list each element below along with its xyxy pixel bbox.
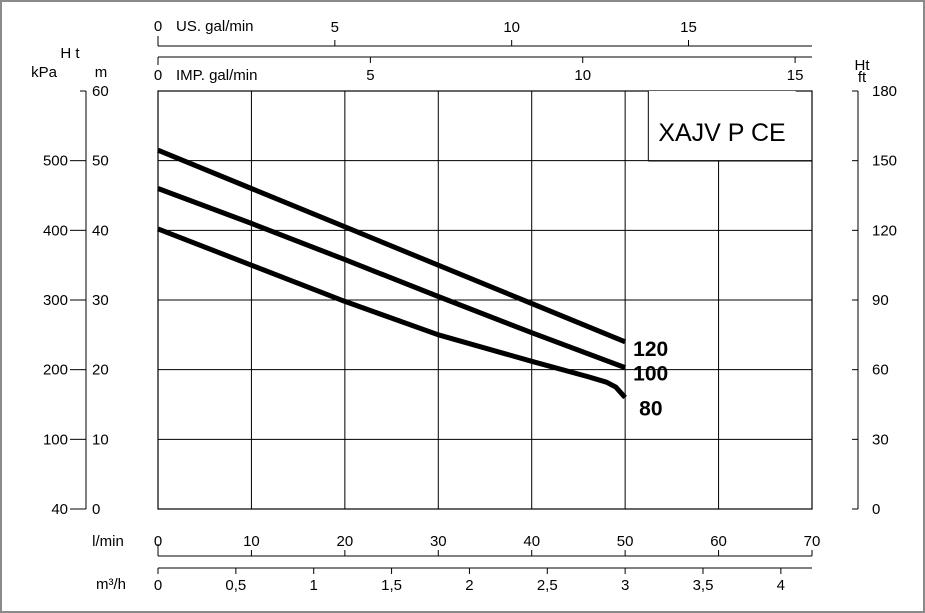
x-m3h-tick-label: 1 xyxy=(310,577,318,594)
y-kpa-tick-label: 500 xyxy=(43,153,68,170)
x-tick-label: 20 xyxy=(337,533,354,550)
y-tick-label: 20 xyxy=(92,362,109,379)
y-ft-tick-label: 90 xyxy=(872,292,889,309)
grid-lines xyxy=(158,91,812,509)
axes: 0102030405060401002003004005000306090120… xyxy=(43,19,897,594)
x-us-gal-zero-label: 0 xyxy=(154,18,162,35)
y-ft-tick-label: 0 xyxy=(872,501,880,518)
y-kpa-axis-label: kPa xyxy=(31,64,58,81)
x-imp-gal-tick-label: 10 xyxy=(574,67,591,84)
chart-title: XAJV P CE xyxy=(658,119,785,147)
curve-100 xyxy=(157,186,626,370)
x-m3h-tick-label: 0,5 xyxy=(225,577,246,594)
x-us-gal-tick-label: 15 xyxy=(680,19,697,36)
x-tick-label: 0 xyxy=(154,533,162,550)
x-tick-label: 60 xyxy=(710,533,727,550)
x-tick-label: 30 xyxy=(430,533,447,550)
title-box-bg xyxy=(648,91,796,161)
curve-120 xyxy=(157,147,627,345)
y-ft-tick-label: 180 xyxy=(872,83,897,100)
y-kpa-tick-label: 40 xyxy=(51,501,68,518)
y-ft-tick-label: 60 xyxy=(872,362,889,379)
y-tick-label: 30 xyxy=(92,292,109,309)
curve-label-80: 80 xyxy=(639,398,662,421)
x-m3h-tick-label: 2 xyxy=(465,577,473,594)
x-m3h-tick-label: 2,5 xyxy=(537,577,558,594)
x-m3h-tick-label: 4 xyxy=(777,577,785,594)
x-m3h-tick-label: 3 xyxy=(621,577,629,594)
y-tick-label: 60 xyxy=(92,83,109,100)
y-kpa-tick-label: 300 xyxy=(43,292,68,309)
y-ft-tick-label: 30 xyxy=(872,431,889,448)
x-m3h-tick-label: 3,5 xyxy=(693,577,714,594)
y-tick-label: 10 xyxy=(92,431,109,448)
x-imp-gal-zero-label: 0 xyxy=(154,67,162,84)
x-axis-label-lmin: l/min xyxy=(92,533,124,550)
y-tick-label: 50 xyxy=(92,153,109,170)
x-tick-label: 10 xyxy=(243,533,260,550)
x-m3h-axis-label: m³/h xyxy=(96,576,126,593)
x-imp-gal-tick-label: 5 xyxy=(366,67,374,84)
x-us-gal-tick-label: 5 xyxy=(331,19,339,36)
curve-label-120: 120 xyxy=(633,338,668,361)
curve-label-100: 100 xyxy=(633,363,668,386)
y-ft-axis-label: ft xyxy=(858,69,867,86)
y-tick-label: 0 xyxy=(92,501,100,518)
x-us-gal-tick-label: 10 xyxy=(503,19,520,36)
x-m3h-tick-label: 1,5 xyxy=(381,577,402,594)
x-tick-label: 50 xyxy=(617,533,634,550)
y-ft-tick-label: 150 xyxy=(872,153,897,170)
y-tick-label: 40 xyxy=(92,222,109,239)
x-tick-label: 40 xyxy=(523,533,540,550)
y-axis-label-m: m xyxy=(95,64,108,81)
y-kpa-tick-label: 400 xyxy=(43,222,68,239)
y-ft-tick-label: 120 xyxy=(872,222,897,239)
y-kpa-tick-label: 200 xyxy=(43,362,68,379)
x-us-gal-axis-label: US. gal/min xyxy=(176,18,254,35)
y-axis-label-top: H t xyxy=(60,45,80,62)
x-imp-gal-axis-label: IMP. gal/min xyxy=(176,67,257,84)
y-kpa-tick-label: 100 xyxy=(43,431,68,448)
x-imp-gal-tick-label: 15 xyxy=(787,67,804,84)
curve-80 xyxy=(157,226,627,400)
x-m3h-tick-label: 0 xyxy=(154,577,162,594)
y-ft-axis-label-top: Ht xyxy=(855,57,871,74)
x-tick-label: 70 xyxy=(804,533,821,550)
